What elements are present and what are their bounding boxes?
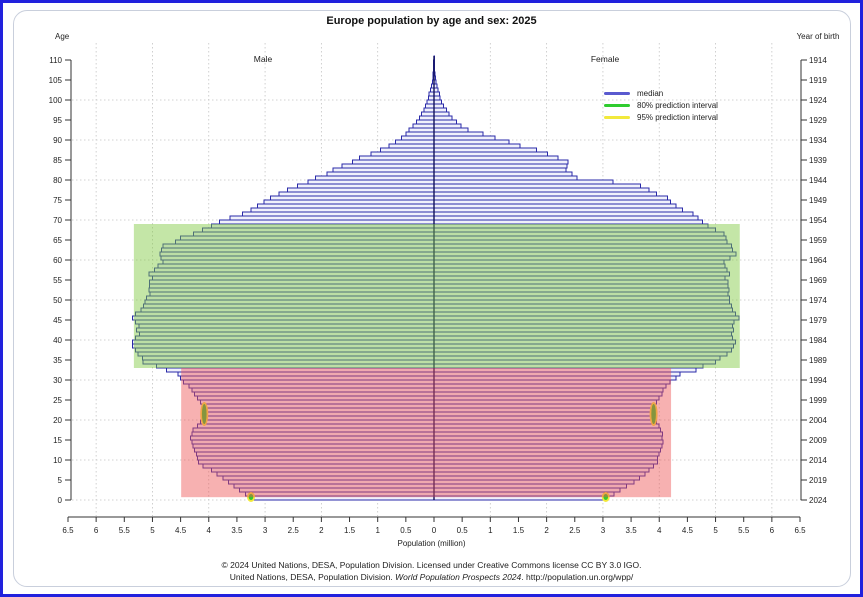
footer-line-2: United Nations, DESA, Population Divisio… <box>229 572 634 582</box>
svg-text:0.5: 0.5 <box>400 526 412 535</box>
svg-text:1959: 1959 <box>809 236 827 245</box>
svg-text:5: 5 <box>713 526 718 535</box>
card-border <box>13 10 851 587</box>
svg-text:95: 95 <box>53 116 62 125</box>
svg-text:105: 105 <box>49 76 63 85</box>
svg-text:2009: 2009 <box>809 436 827 445</box>
legend-item-median: median <box>604 87 718 99</box>
svg-text:2: 2 <box>544 526 549 535</box>
interval-95-swatch <box>604 115 630 119</box>
svg-text:20: 20 <box>53 416 62 425</box>
svg-text:55: 55 <box>53 276 62 285</box>
svg-text:40: 40 <box>53 336 62 345</box>
svg-text:4.5: 4.5 <box>175 526 187 535</box>
median-line-swatch <box>604 91 630 95</box>
legend-label: 95% prediction interval <box>637 112 718 122</box>
svg-text:1: 1 <box>375 526 380 535</box>
svg-text:1914: 1914 <box>809 56 827 65</box>
svg-text:0: 0 <box>432 526 437 535</box>
svg-text:3: 3 <box>601 526 606 535</box>
svg-text:2004: 2004 <box>809 416 827 425</box>
svg-text:1924: 1924 <box>809 96 827 105</box>
svg-text:1.5: 1.5 <box>513 526 525 535</box>
svg-text:85: 85 <box>53 156 62 165</box>
svg-text:1: 1 <box>488 526 493 535</box>
svg-text:5: 5 <box>150 526 155 535</box>
svg-text:1964: 1964 <box>809 256 827 265</box>
svg-text:1929: 1929 <box>809 116 827 125</box>
svg-text:25: 25 <box>53 396 62 405</box>
year-of-birth-axis-header: Year of birth <box>796 32 840 41</box>
svg-text:90: 90 <box>53 136 62 145</box>
svg-text:110: 110 <box>49 56 62 65</box>
legend-label: median <box>637 88 664 98</box>
svg-text:4: 4 <box>657 526 662 535</box>
svg-text:35: 35 <box>53 356 62 365</box>
legend-item-80pct: 80% prediction interval <box>604 99 718 111</box>
svg-text:1979: 1979 <box>809 316 827 325</box>
svg-text:0: 0 <box>58 496 63 505</box>
svg-text:1954: 1954 <box>809 216 827 225</box>
svg-text:60: 60 <box>53 256 62 265</box>
svg-text:1919: 1919 <box>809 76 827 85</box>
svg-text:2024: 2024 <box>809 496 827 505</box>
svg-text:15: 15 <box>53 436 62 445</box>
svg-text:10: 10 <box>53 456 62 465</box>
svg-text:1944: 1944 <box>809 176 827 185</box>
svg-text:1999: 1999 <box>809 396 827 405</box>
svg-text:1.5: 1.5 <box>344 526 356 535</box>
female-side-label: Female <box>590 54 620 64</box>
legend: median 80% prediction interval 95% predi… <box>604 87 718 123</box>
chart-title: Europe population by age and sex: 2025 <box>326 15 537 27</box>
svg-text:1974: 1974 <box>809 296 827 305</box>
footer-attribution: © 2024 United Nations, DESA, Population … <box>3 559 860 583</box>
svg-text:2.5: 2.5 <box>288 526 300 535</box>
legend-item-95pct: 95% prediction interval <box>604 111 718 123</box>
svg-text:6.5: 6.5 <box>62 526 74 535</box>
svg-text:4: 4 <box>207 526 212 535</box>
interval-80-swatch <box>604 103 630 107</box>
svg-text:50: 50 <box>53 296 62 305</box>
svg-text:1994: 1994 <box>809 376 827 385</box>
svg-text:2.5: 2.5 <box>569 526 581 535</box>
svg-text:70: 70 <box>53 216 62 225</box>
svg-text:5.5: 5.5 <box>738 526 750 535</box>
svg-text:2019: 2019 <box>809 476 827 485</box>
svg-text:1939: 1939 <box>809 156 827 165</box>
svg-text:1984: 1984 <box>809 336 827 345</box>
male-side-label: Male <box>253 54 273 64</box>
svg-text:3: 3 <box>263 526 268 535</box>
age-axis-header: Age <box>55 32 70 41</box>
legend-label: 80% prediction interval <box>637 100 718 110</box>
svg-text:6: 6 <box>770 526 775 535</box>
svg-text:1949: 1949 <box>809 196 827 205</box>
svg-text:65: 65 <box>53 236 62 245</box>
svg-text:2014: 2014 <box>809 456 827 465</box>
svg-text:3.5: 3.5 <box>231 526 243 535</box>
svg-text:80: 80 <box>53 176 62 185</box>
footer-line-1: © 2024 United Nations, DESA, Population … <box>221 560 642 570</box>
svg-text:6: 6 <box>94 526 99 535</box>
svg-text:1989: 1989 <box>809 356 827 365</box>
pyramid-chart: 0510152025303540455055606570758085909510… <box>49 43 827 535</box>
svg-text:45: 45 <box>53 316 62 325</box>
svg-text:6.5: 6.5 <box>794 526 806 535</box>
x-axis-title: Population (million) <box>397 539 466 548</box>
svg-text:75: 75 <box>53 196 62 205</box>
svg-text:100: 100 <box>49 96 63 105</box>
svg-text:5: 5 <box>58 476 63 485</box>
svg-text:1969: 1969 <box>809 276 827 285</box>
svg-text:0.5: 0.5 <box>457 526 469 535</box>
svg-text:1934: 1934 <box>809 136 827 145</box>
svg-text:3.5: 3.5 <box>626 526 638 535</box>
svg-text:2: 2 <box>319 526 324 535</box>
svg-text:30: 30 <box>53 376 62 385</box>
svg-text:5.5: 5.5 <box>119 526 131 535</box>
svg-text:4.5: 4.5 <box>682 526 694 535</box>
